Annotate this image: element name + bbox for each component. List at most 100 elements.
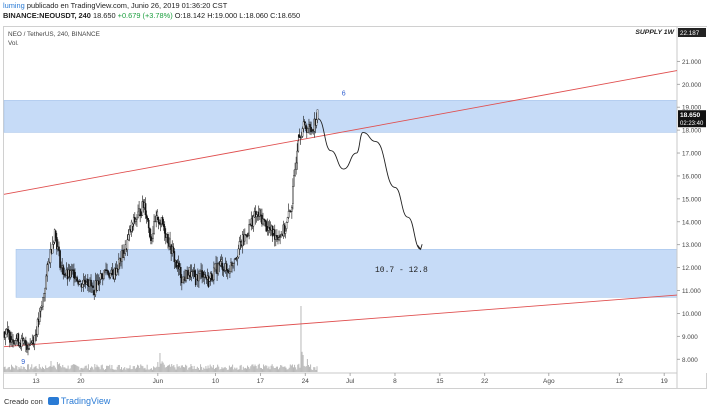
candle-body: [284, 230, 287, 234]
author-link[interactable]: luming: [3, 1, 25, 10]
volume-bar: [284, 366, 286, 372]
volume-bar: [154, 367, 156, 372]
volume-bar: [234, 367, 236, 372]
candle-body: [145, 214, 148, 219]
candle-body: [43, 293, 45, 298]
candle-body: [296, 150, 299, 164]
volume-bar: [8, 366, 10, 372]
candle-body: [118, 259, 120, 270]
volume-bar: [292, 367, 294, 372]
candle-body: [217, 263, 219, 274]
candle-body: [148, 227, 151, 237]
candle-body: [141, 201, 144, 216]
volume-bar: [161, 361, 163, 372]
trendline: [3, 294, 678, 348]
volume-bar: [96, 364, 98, 372]
volume-bar: [128, 368, 130, 372]
candle-body: [34, 334, 37, 336]
volume-bar: [12, 366, 14, 372]
volume-bar: [278, 369, 280, 372]
volume-bar: [202, 369, 204, 372]
candle-body: [230, 262, 232, 272]
volume-bar: [146, 364, 148, 372]
ohlc-values: O:18.142 H:19.000 L:18.060 C:18.650: [174, 11, 301, 20]
top-price-box: [678, 28, 706, 37]
volume-bar: [59, 363, 61, 372]
volume-bar: [22, 366, 24, 372]
volume-bar: [34, 366, 36, 372]
volume-bar: [43, 368, 45, 372]
candle-body: [107, 270, 109, 275]
volume-bar: [217, 364, 219, 372]
volume-bar: [113, 369, 115, 372]
volume-bar: [187, 369, 189, 372]
candle-body: [30, 342, 33, 345]
price-tick-label: 19.000: [682, 105, 702, 112]
candle-body: [154, 221, 156, 223]
candle-body: [21, 338, 24, 340]
volume-bar: [299, 367, 301, 372]
volume-bar: [50, 361, 52, 372]
volume-bar: [229, 367, 231, 372]
volume-bar: [248, 367, 250, 372]
candle-body: [204, 274, 207, 278]
volume-bar: [67, 365, 69, 372]
volume-bar: [32, 368, 34, 372]
price-tick-label: 14.000: [682, 219, 702, 226]
tradingview-brand[interactable]: TradingView: [60, 396, 111, 406]
candle-body: [12, 339, 14, 343]
volume-bar: [15, 365, 17, 372]
volume-bar: [76, 365, 78, 372]
candle-body: [169, 238, 171, 247]
volume-bar: [70, 365, 72, 372]
price-tick-label: 18.000: [682, 128, 702, 135]
volume-bar: [60, 366, 62, 372]
volume-bar: [296, 369, 298, 372]
volume-bar: [103, 369, 105, 372]
volume-bar: [177, 366, 179, 372]
candle-body: [315, 119, 318, 126]
volume-bar: [168, 365, 170, 372]
price-tick-label: 10.000: [682, 311, 702, 318]
current-price-label: 18.650: [680, 112, 701, 119]
candle-body: [42, 297, 44, 307]
volume-bar: [281, 365, 283, 372]
volume-bar: [171, 364, 173, 372]
volume-bar: [122, 369, 124, 372]
candle-body: [20, 338, 23, 347]
volume-bar: [98, 367, 100, 372]
candle-body: [81, 284, 84, 288]
volume-bar: [279, 367, 281, 372]
volume-bar: [243, 368, 245, 372]
volume-bar: [247, 365, 249, 372]
volume-bar: [210, 366, 212, 372]
candle-body: [300, 136, 303, 138]
candle-body: [198, 272, 200, 282]
volume-bar: [201, 366, 203, 372]
candle-body: [244, 234, 246, 242]
candle-body: [144, 203, 147, 216]
candle-body: [194, 276, 197, 286]
volume-bar: [189, 367, 191, 372]
volume-bar: [39, 367, 41, 372]
volume-bar: [38, 364, 40, 372]
volume-bar: [156, 366, 158, 372]
volume-bar: [225, 368, 227, 372]
volume-bar: [280, 365, 282, 372]
volume-bar: [255, 366, 257, 372]
legend-volume: Vol.: [8, 40, 19, 47]
volume-bar: [198, 369, 200, 372]
volume-bar: [4, 366, 6, 372]
candle-body: [255, 214, 258, 218]
volume-bar: [231, 366, 233, 372]
volume-bar: [72, 364, 74, 372]
candle-body: [283, 224, 286, 234]
candle-body: [158, 221, 161, 224]
volume-bar: [65, 368, 67, 372]
volume-bar: [314, 367, 316, 372]
time-tick-label: 24: [302, 378, 310, 385]
volume-bar: [157, 362, 159, 372]
candle-body: [157, 216, 160, 223]
volume-bar: [140, 364, 142, 372]
